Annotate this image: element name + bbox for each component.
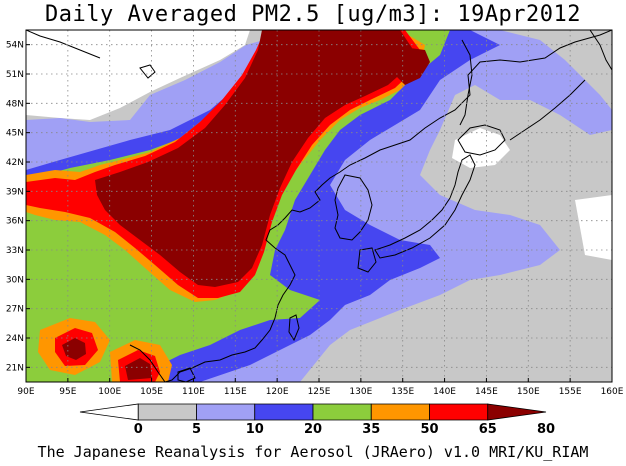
lat-tick-label: 24N	[6, 334, 24, 344]
coastlines	[26, 30, 612, 382]
map-title: Daily Averaged PM2.5 [ug/m3]: 19Apr2012	[44, 2, 582, 27]
colorbar: 0 5 10 20 35 50 65 80	[79, 403, 555, 437]
coast-japan-kyushu	[357, 247, 377, 273]
lat-tick-label: 27N	[6, 305, 24, 315]
colorbar-segment	[79, 403, 139, 421]
lon-tick-label: 135E	[391, 387, 414, 397]
lon-tick-label: 160E	[601, 387, 624, 397]
colorbar-label: 0	[134, 422, 143, 437]
field-white-japan-north	[452, 128, 510, 168]
colorbar-segment	[254, 403, 314, 421]
field-darkred-ne	[395, 48, 430, 85]
lat-tick-label: 21N	[6, 363, 24, 373]
lat-tick-label: 39N	[6, 187, 24, 197]
coast-sakhalin	[459, 39, 473, 126]
colorbar-segment	[137, 403, 197, 421]
lon-tick-label: 105E	[140, 387, 163, 397]
lon-tick-label: 130E	[349, 387, 372, 397]
lat-tick-label: 48N	[6, 99, 24, 109]
colorbar-label: 80	[537, 422, 555, 437]
lat-tick-label: 45N	[6, 129, 24, 139]
lon-tick-label: 120E	[266, 387, 289, 397]
map-plot-area	[26, 30, 612, 382]
colorbar-label: 35	[362, 422, 380, 437]
colorbar-label: 50	[420, 422, 438, 437]
coast-china	[164, 30, 612, 382]
coast-north	[26, 30, 101, 59]
lon-tick-label: 140E	[433, 387, 456, 397]
field-white-north	[26, 30, 250, 120]
colorbar-segment	[487, 403, 547, 421]
colorbar-label: 10	[246, 422, 264, 437]
coast-vietnam	[129, 344, 166, 382]
colorbar-segment	[370, 403, 430, 421]
gridlines	[26, 30, 612, 382]
lat-tick-label: 54N	[6, 41, 24, 51]
colorbar-segment	[196, 403, 256, 421]
lon-tick-label: 125E	[308, 387, 331, 397]
lon-tick-label: 100E	[98, 387, 121, 397]
coast-japan-honshu	[374, 154, 476, 259]
colorbar-segment	[429, 403, 489, 421]
lat-tick-label: 42N	[6, 158, 24, 168]
footer-credit: The Japanese Reanalysis for Aerosol (JRA…	[37, 443, 589, 461]
coast-korea	[334, 174, 373, 241]
lon-tick-label: 150E	[517, 387, 540, 397]
lon-tick-label: 110E	[182, 387, 205, 397]
colorbar-label: 65	[479, 422, 497, 437]
coast-hainan	[177, 367, 196, 382]
colorbar-label: 5	[192, 422, 201, 437]
coast-kamchatka	[589, 30, 612, 71]
field-darkred	[95, 30, 412, 287]
lon-tick-label: 155E	[559, 387, 582, 397]
lat-tick-label: 33N	[6, 246, 24, 256]
coast-taiwan	[288, 314, 300, 342]
coast-lake	[139, 64, 156, 79]
lat-tick-label: 51N	[6, 70, 24, 80]
lon-tick-label: 90E	[17, 387, 34, 397]
colorbar-segment	[312, 403, 372, 421]
map-axes: 90E 95E 100E 105E 110E 115E 120E 125E 130E 135E 14…	[6, 41, 624, 397]
colorbar-label: 20	[304, 422, 322, 437]
field-darkred-south	[62, 338, 86, 360]
coast-japan-hokkaido	[457, 124, 506, 156]
lon-tick-label: 145E	[475, 387, 498, 397]
lon-tick-label: 115E	[224, 387, 247, 397]
lat-tick-label: 36N	[6, 217, 24, 227]
field-white-pacific	[575, 195, 612, 260]
lon-tick-label: 95E	[59, 387, 76, 397]
lat-tick-label: 30N	[6, 275, 24, 285]
field-darkred-south2	[125, 358, 152, 380]
coast-kurils	[509, 79, 586, 141]
